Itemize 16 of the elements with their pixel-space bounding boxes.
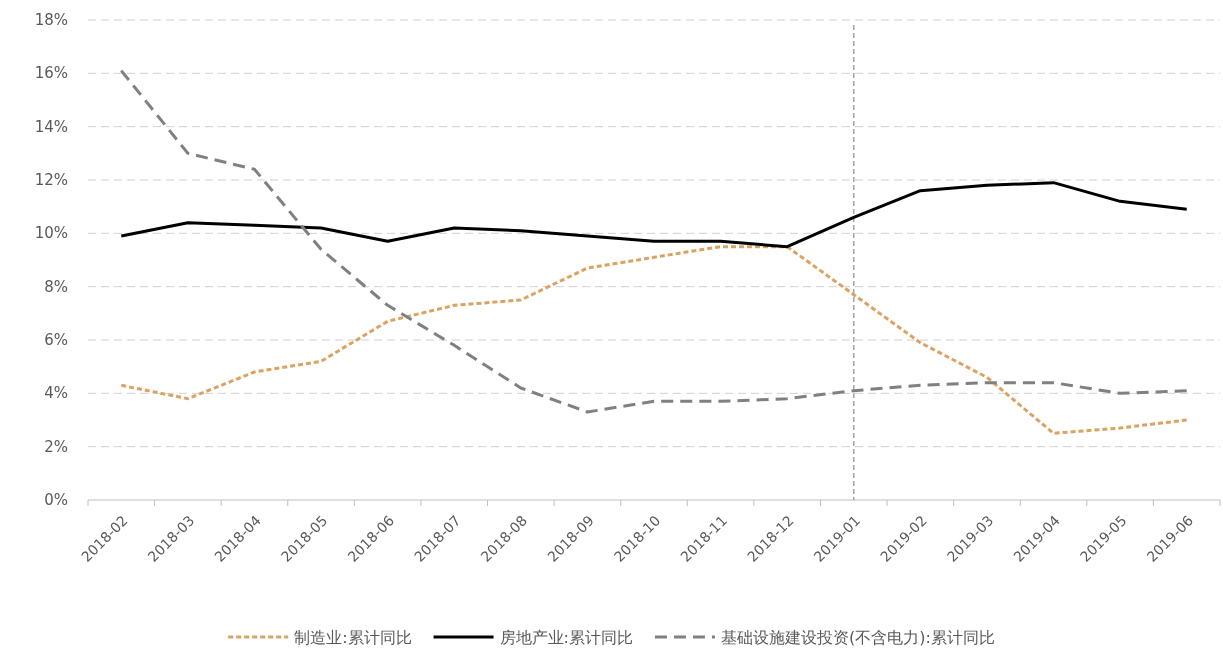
- y-tick-label: 18%: [34, 11, 68, 29]
- y-tick-label: 4%: [44, 384, 68, 403]
- line-series: [119, 245, 1189, 435]
- y-tick-label: 12%: [34, 171, 68, 189]
- y-tick-label: 14%: [34, 117, 68, 136]
- legend-label: 房地产业:累计同比: [499, 628, 633, 647]
- line-series: [119, 69, 1189, 414]
- y-tick-label: 8%: [44, 277, 68, 296]
- legend-label: 制造业:累计同比: [294, 628, 412, 647]
- legend-label: 基础设施建设投资(不含电力):累计同比: [720, 628, 995, 647]
- y-tick-label: 6%: [44, 331, 68, 349]
- line-series: [119, 181, 1189, 249]
- y-tick-label: 0%: [44, 491, 68, 509]
- y-tick-label: 2%: [44, 437, 68, 456]
- y-tick-label: 10%: [34, 224, 68, 243]
- y-tick-label: 16%: [34, 64, 68, 83]
